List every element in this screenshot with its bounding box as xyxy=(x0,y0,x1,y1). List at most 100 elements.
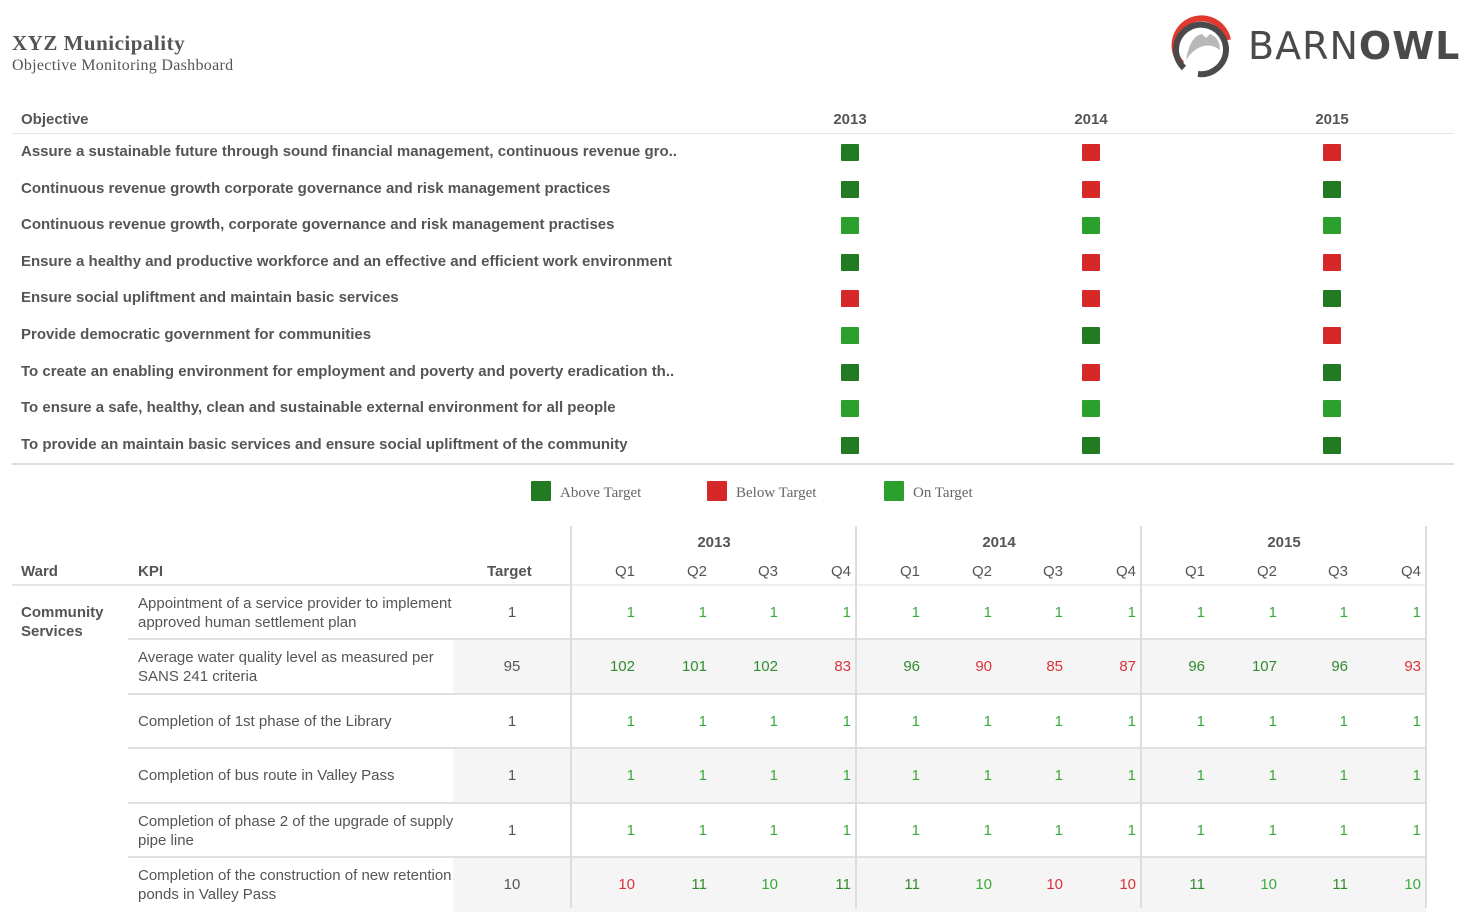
row-divider xyxy=(128,692,1426,695)
kpi-value-on: 1 xyxy=(626,604,635,621)
quarter-header: Q1 xyxy=(899,563,920,580)
kpi-value-on: 1 xyxy=(698,604,707,621)
kpi-value-on: 1 xyxy=(842,821,851,839)
status-square-below[interactable] xyxy=(841,290,859,308)
status-square-above[interactable] xyxy=(841,436,859,454)
quarter-header: Q3 xyxy=(757,563,778,580)
status-square-on[interactable] xyxy=(841,400,859,418)
kpi-target: 1 xyxy=(507,821,517,839)
quarter-header: Q4 xyxy=(830,563,851,580)
objectives-bottom-divider xyxy=(12,463,1454,466)
kpi-name: Completion of 1st phase of the Library xyxy=(138,712,392,730)
row-divider xyxy=(128,855,1426,858)
kpi-name: Completion of bus route in Valley Pass xyxy=(138,767,395,785)
kpi-value-above: 11 xyxy=(904,876,920,893)
objective-label: To create an enabling environment for em… xyxy=(21,362,675,380)
kpi-value-below: 83 xyxy=(834,658,851,676)
objective-label: To ensure a safe, healthy, clean and sus… xyxy=(21,399,616,417)
kpi-value-above: 107 xyxy=(1251,658,1277,676)
objectives-table: Objective 2013 2014 2015 Assure a sustai… xyxy=(12,104,1454,466)
status-square-above[interactable] xyxy=(1323,180,1341,198)
legend-item-on[interactable]: On Target xyxy=(884,481,973,501)
row-shading xyxy=(453,749,1426,804)
objective-label: To provide an maintain basic services an… xyxy=(21,435,628,453)
kpi-value-on: 1 xyxy=(1268,712,1277,730)
quarter-header: Q3 xyxy=(1327,563,1348,580)
status-square-above[interactable] xyxy=(841,180,859,198)
kpi-row[interactable]: Completion of bus route in Valley Pass 1 1… xyxy=(128,749,1426,804)
legend-item-above[interactable]: Above Target xyxy=(531,481,641,501)
objective-row[interactable]: Continuous revenue growth corporate gove… xyxy=(12,171,1454,208)
kpi-target: 1 xyxy=(507,767,517,785)
status-square-on[interactable] xyxy=(1323,217,1341,235)
objective-label: Provide democratic government for commun… xyxy=(21,325,372,343)
status-square-on[interactable] xyxy=(841,217,859,235)
status-square-above[interactable] xyxy=(1082,326,1100,344)
kpi-value-on: 1 xyxy=(769,712,778,730)
year-header-2015: 2015 xyxy=(1315,111,1349,128)
legend-item-below[interactable]: Below Target xyxy=(707,481,816,501)
status-square-below[interactable] xyxy=(1082,144,1100,161)
objective-label: Ensure a healthy and productive workforc… xyxy=(21,252,672,270)
status-square-above[interactable] xyxy=(1323,290,1341,308)
objective-column-header: Objective xyxy=(21,111,89,128)
status-square-on[interactable] xyxy=(841,326,859,344)
status-square-below[interactable] xyxy=(1082,290,1100,308)
kpi-value-below: 87 xyxy=(1119,658,1136,676)
objective-row[interactable]: To provide an maintain basic services an… xyxy=(12,427,1454,464)
objective-row[interactable]: Assure a sustainable future through soun… xyxy=(12,134,1454,171)
status-square-below[interactable] xyxy=(1323,144,1341,161)
status-square-above[interactable] xyxy=(841,363,859,381)
status-square-above[interactable] xyxy=(1082,436,1100,454)
status-square-above[interactable] xyxy=(1323,363,1341,381)
kpi-value-on: 1 xyxy=(1127,604,1136,621)
status-square-below[interactable] xyxy=(1082,180,1100,198)
kpi-row[interactable]: Completion of phase 2 of the upgrade of … xyxy=(128,804,1426,858)
column-divider xyxy=(1140,526,1142,908)
kpi-value-below: 85 xyxy=(1046,658,1063,676)
kpi-value-on: 1 xyxy=(626,712,635,730)
status-square-below[interactable] xyxy=(1082,363,1100,381)
kpi-value-on: 1 xyxy=(1196,712,1205,730)
kpi-value-on: 1 xyxy=(1339,821,1348,839)
status-square-on[interactable] xyxy=(1082,217,1100,235)
kpi-value-on: 1 xyxy=(1127,712,1136,730)
kpi-value-on: 1 xyxy=(1412,821,1421,839)
status-square-on[interactable] xyxy=(1323,400,1341,418)
status-square-on[interactable] xyxy=(1082,400,1100,418)
status-square-above[interactable] xyxy=(841,144,859,161)
owl-logo-icon xyxy=(1171,15,1231,78)
legend-label: Below Target xyxy=(736,485,817,501)
objective-row[interactable]: Continuous revenue growth, corporate gov… xyxy=(12,207,1454,244)
kpi-value-on: 10 xyxy=(1260,876,1277,893)
status-square-below[interactable] xyxy=(1323,326,1341,344)
objective-row[interactable]: Ensure a healthy and productive workforc… xyxy=(12,244,1454,281)
objective-row[interactable]: To ensure a safe, healthy, clean and sus… xyxy=(12,390,1454,427)
ward-column-header: Ward xyxy=(21,563,58,580)
kpi-value-on: 1 xyxy=(911,821,920,839)
status-square-above[interactable] xyxy=(841,253,859,271)
status-square-above[interactable] xyxy=(1323,436,1341,454)
objective-row[interactable]: Ensure social upliftment and maintain ba… xyxy=(12,280,1454,317)
kpi-value-on: 1 xyxy=(983,767,992,785)
kpi-value-above: 96 xyxy=(1331,658,1348,676)
kpi-row[interactable]: Appointment of a service provider to imp… xyxy=(128,586,1426,641)
kpi-value-on: 1 xyxy=(1054,712,1063,730)
legend-swatch xyxy=(884,481,904,501)
legend-swatch xyxy=(531,481,551,501)
objective-row[interactable]: Provide democratic government for commun… xyxy=(12,317,1454,354)
kpi-row[interactable]: Completion of 1st phase of the Library 1 1… xyxy=(128,695,1426,750)
column-divider xyxy=(1425,526,1427,908)
kpi-value-on: 10 xyxy=(761,876,778,893)
status-square-below[interactable] xyxy=(1082,253,1100,271)
status-square-below[interactable] xyxy=(1323,253,1341,271)
legend-swatch xyxy=(707,481,727,501)
objective-row[interactable]: To create an enabling environment for em… xyxy=(12,354,1454,391)
kpi-row[interactable]: Completion of the construction of new re… xyxy=(128,858,1426,912)
kpi-value-below: 10 xyxy=(618,876,635,893)
kpi-value-on: 1 xyxy=(911,767,920,785)
kpi-row[interactable]: Average water quality level as measured … xyxy=(128,640,1426,695)
kpi-target: 1 xyxy=(507,712,517,730)
kpi-year-header-2015: 2015 xyxy=(1267,534,1301,551)
status-legend: Above Target Below Target On Target xyxy=(0,481,1472,507)
